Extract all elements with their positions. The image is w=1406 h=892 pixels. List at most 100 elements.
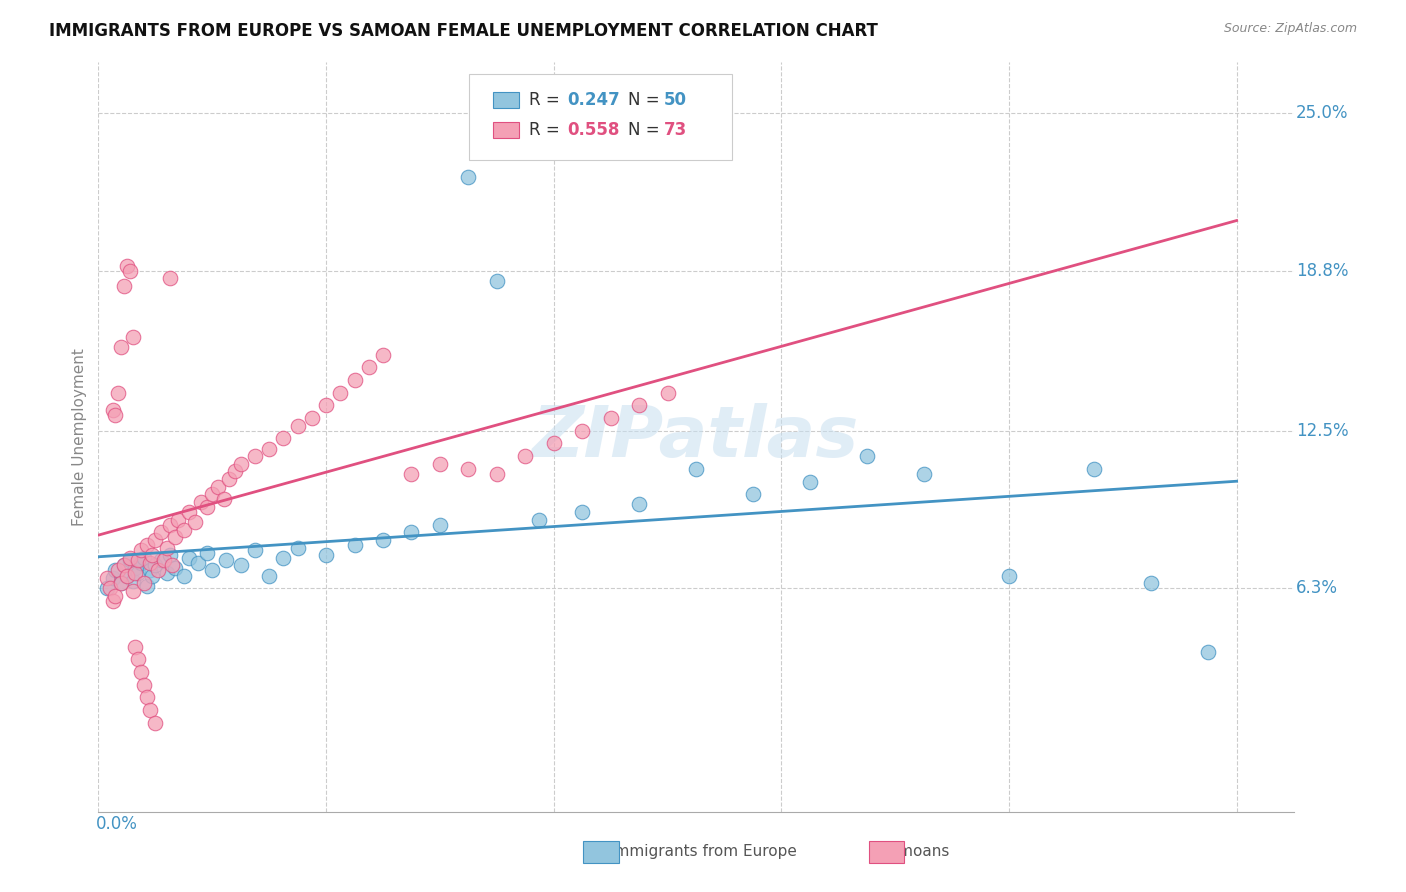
Point	[165, 561, 187, 575]
Point	[187, 556, 209, 570]
Point	[315, 548, 337, 562]
FancyBboxPatch shape	[494, 92, 519, 108]
Text: R =: R =	[529, 121, 565, 139]
Point	[173, 523, 195, 537]
Point	[101, 594, 124, 608]
Point	[143, 715, 166, 730]
Point	[150, 525, 173, 540]
Point	[110, 576, 132, 591]
Point	[135, 579, 157, 593]
Point	[1140, 576, 1163, 591]
Point	[159, 271, 181, 285]
Point	[112, 558, 135, 573]
Point	[156, 566, 179, 580]
Point	[371, 533, 394, 547]
Point	[273, 550, 295, 565]
Point	[135, 690, 157, 705]
Point	[101, 571, 124, 585]
Point	[543, 436, 565, 450]
Point	[112, 558, 135, 573]
Point	[343, 538, 366, 552]
Text: 0.247: 0.247	[567, 91, 620, 109]
Text: 18.8%: 18.8%	[1296, 261, 1348, 280]
Point	[121, 330, 143, 344]
Point	[143, 558, 166, 573]
Text: 0.558: 0.558	[567, 121, 619, 139]
Point	[273, 431, 295, 445]
Point	[741, 487, 763, 501]
Point	[485, 467, 508, 481]
Point	[912, 467, 935, 481]
Point	[685, 462, 707, 476]
Point	[855, 449, 877, 463]
Point	[135, 538, 157, 552]
Point	[115, 259, 138, 273]
Point	[371, 347, 394, 361]
Text: N =: N =	[628, 121, 665, 139]
Text: Immigrants from Europe: Immigrants from Europe	[610, 845, 796, 859]
Text: Samoans: Samoans	[879, 845, 949, 859]
Point	[628, 497, 651, 511]
Point	[229, 558, 252, 573]
Point	[457, 169, 479, 184]
Point	[485, 274, 508, 288]
Point	[141, 548, 163, 562]
Point	[243, 543, 266, 558]
Point	[115, 568, 138, 582]
Point	[457, 462, 479, 476]
FancyBboxPatch shape	[494, 121, 519, 138]
Point	[104, 563, 127, 577]
Point	[628, 398, 651, 412]
Point	[257, 442, 280, 456]
Point	[315, 398, 337, 412]
Point	[124, 566, 146, 580]
Point	[138, 703, 160, 717]
Point	[184, 515, 207, 529]
Point	[124, 561, 146, 575]
Point	[159, 517, 181, 532]
Point	[287, 418, 309, 433]
Point	[138, 563, 160, 577]
Point	[150, 553, 173, 567]
Point	[96, 571, 118, 585]
Point	[207, 480, 229, 494]
Point	[121, 583, 143, 598]
Y-axis label: Female Unemployment: Female Unemployment	[72, 348, 87, 526]
Point	[132, 550, 155, 565]
Point	[301, 411, 323, 425]
Point	[127, 652, 149, 666]
FancyBboxPatch shape	[470, 74, 733, 160]
Point	[599, 411, 621, 425]
Point	[132, 678, 155, 692]
Point	[195, 546, 218, 560]
Point	[165, 530, 187, 544]
Text: 6.3%: 6.3%	[1296, 579, 1339, 598]
Point	[243, 449, 266, 463]
Text: R =: R =	[529, 91, 565, 109]
Point	[159, 548, 181, 562]
Point	[179, 505, 201, 519]
Point	[127, 566, 149, 580]
Point	[143, 533, 166, 547]
Point	[401, 467, 423, 481]
Point	[132, 576, 155, 591]
Point	[229, 457, 252, 471]
Point	[129, 556, 152, 570]
Point	[287, 541, 309, 555]
Point	[215, 553, 238, 567]
Point	[127, 553, 149, 567]
Point	[129, 543, 152, 558]
Point	[98, 581, 121, 595]
Point	[118, 263, 141, 277]
Point	[153, 553, 176, 567]
Text: N =: N =	[628, 91, 665, 109]
Point	[141, 568, 163, 582]
Point	[1083, 462, 1105, 476]
Text: 12.5%: 12.5%	[1296, 422, 1348, 440]
Point	[148, 563, 170, 577]
Point	[529, 513, 551, 527]
Text: 0.0%: 0.0%	[96, 815, 138, 833]
Point	[799, 475, 821, 489]
Point	[162, 558, 184, 573]
Point	[571, 424, 593, 438]
